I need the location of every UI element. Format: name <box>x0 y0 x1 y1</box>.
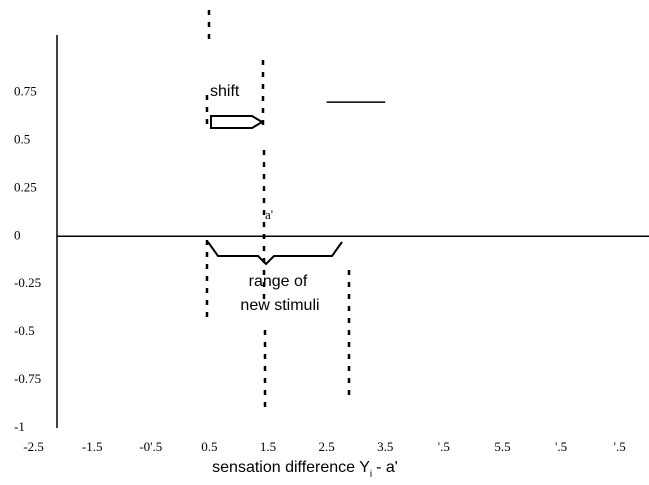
x-tick-label: '.5 <box>438 439 450 454</box>
x-label-sub: i <box>370 469 372 480</box>
y-tick-label: 0.5 <box>14 131 30 146</box>
y-tick-label: -0.25 <box>14 275 41 290</box>
annotation: new stimuli <box>240 297 319 314</box>
x-tick-label: 1.5 <box>260 439 276 454</box>
annotation: a' <box>265 207 273 222</box>
x-tick-label: 0.5 <box>201 439 217 454</box>
shift-arrow <box>210 115 264 129</box>
x-tick-label: '.5 <box>614 439 626 454</box>
y-tick-label: -1 <box>14 419 25 434</box>
y-tick-label: -0.75 <box>14 371 41 386</box>
y-tick-label: -0.5 <box>14 323 35 338</box>
brace <box>207 241 343 266</box>
x-label-tail: - a' <box>376 459 398 476</box>
y-tick-label: 0 <box>14 227 21 242</box>
x-label-main: sensation difference Y <box>212 459 370 476</box>
y-tick-label: 0.25 <box>14 179 37 194</box>
x-tick-label: -1.5 <box>82 439 103 454</box>
x-tick-label: '.5 <box>555 439 567 454</box>
x-tick-label: -2.5 <box>23 439 44 454</box>
dotted-line <box>261 60 267 410</box>
x-tick-label: 2.5 <box>318 439 334 454</box>
annotation: range of <box>249 273 308 290</box>
annotation: shift <box>210 83 240 100</box>
x-tick-label: 3.5 <box>377 439 393 454</box>
y-tick-label: 0.75 <box>14 83 37 98</box>
x-tick-label: -0'.5 <box>139 439 162 454</box>
x-tick-label: 5.5 <box>494 439 510 454</box>
dotted-line <box>205 10 211 320</box>
x-axis-label: sensation difference Yi - a' <box>212 459 398 479</box>
